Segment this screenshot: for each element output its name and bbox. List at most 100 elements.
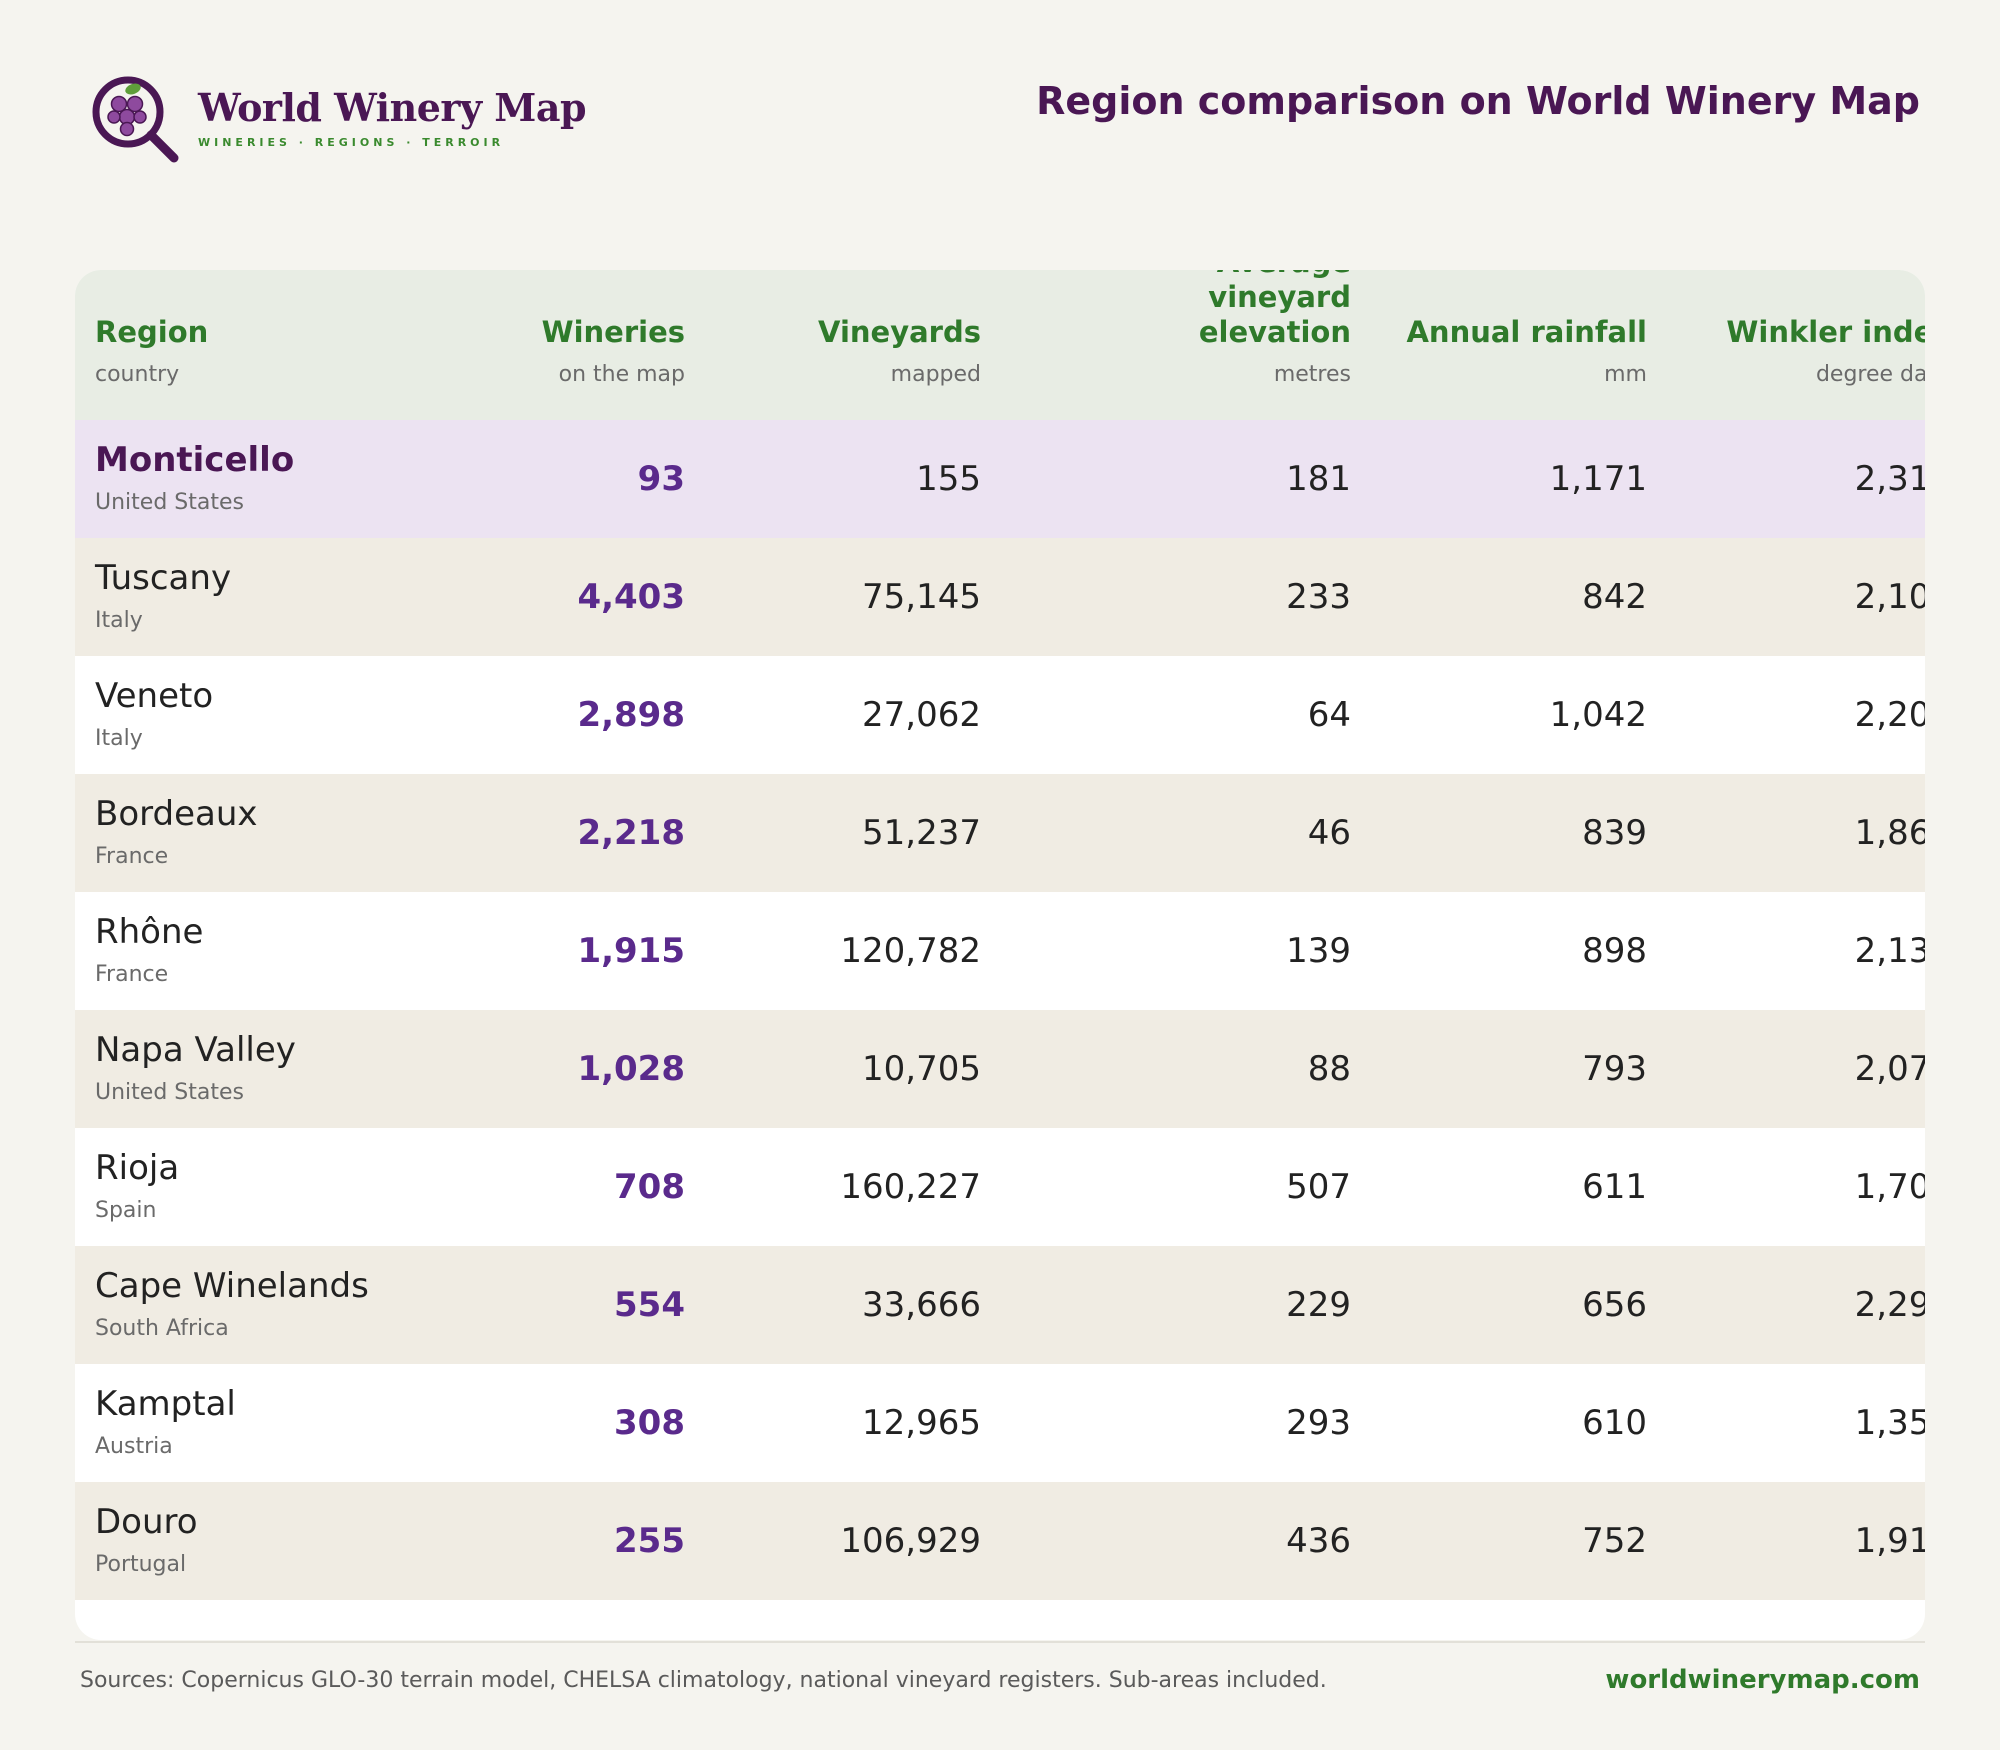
table-row[interactable]: Cape Winelands South Africa 554 33,666 229 65… [75, 1246, 1925, 1364]
elevation-value: 293 [1286, 1403, 1351, 1443]
rainfall-cell: 611 [1351, 1128, 1647, 1246]
column-header-unit: degree days [1815, 362, 1925, 387]
elevation-cell: 64 [981, 656, 1351, 774]
elevation-value: 233 [1286, 577, 1351, 617]
rainfall-cell: 1,171 [1351, 420, 1647, 538]
column-header-label: Winkler index [1726, 315, 1925, 349]
rainfall-value: 752 [1582, 1521, 1647, 1561]
wineries-value: 2,898 [577, 695, 685, 735]
table-row[interactable]: Bordeaux France 2,218 51,237 46 839 1,861 [75, 774, 1925, 892]
brand-tagline: WINERIES · REGIONS · TERROIR [198, 135, 505, 149]
elevation-value: 436 [1286, 1521, 1351, 1561]
region-country: Italy [95, 608, 143, 633]
wineries-cell: 308 [475, 1364, 685, 1482]
elevation-cell: 507 [981, 1128, 1351, 1246]
elevation-cell: 233 [981, 538, 1351, 656]
region-country: South Africa [95, 1316, 229, 1341]
region-cell: Kamptal Austria [95, 1364, 475, 1482]
region-name: Veneto [95, 676, 214, 716]
rainfall-cell: 839 [1351, 774, 1647, 892]
winkler-cell: 1,918 [1647, 1482, 1925, 1600]
region-cell: Rhône France [95, 892, 475, 1010]
rainfall-cell: 793 [1351, 1010, 1647, 1128]
wineries-cell: 554 [475, 1246, 685, 1364]
wineries-cell: 2,898 [475, 656, 685, 774]
wineries-cell: 255 [475, 1482, 685, 1600]
wineries-value: 554 [614, 1285, 685, 1325]
table-row[interactable]: Napa Valley United States 1,028 10,705 88 793… [75, 1010, 1925, 1128]
table-row[interactable]: Douro Portugal 255 106,929 436 752 1,918 [75, 1482, 1925, 1600]
elevation-value: 46 [1307, 813, 1351, 853]
vineyards-value: 160,227 [840, 1167, 981, 1207]
winkler-value: 1,918 [1854, 1521, 1925, 1561]
brand-logo[interactable]: World Winery Map WINERIES · REGIONS · TE… [88, 72, 587, 164]
column-header-elevation: Average vineyard elevation metres [981, 270, 1351, 420]
winkler-cell: 1,708 [1647, 1128, 1925, 1246]
wineries-value: 1,028 [577, 1049, 685, 1089]
region-name: Cape Winelands [95, 1266, 369, 1306]
wineries-value: 93 [637, 459, 685, 499]
wineries-value: 708 [614, 1167, 685, 1207]
rainfall-value: 656 [1582, 1285, 1647, 1325]
winkler-cell: 2,076 [1647, 1010, 1925, 1128]
column-header-wineries: Wineries on the map [475, 270, 685, 420]
grape-magnifier-icon [92, 76, 179, 163]
column-header-region: Region country [95, 270, 475, 420]
region-name: Napa Valley [95, 1030, 296, 1070]
table-header: Region country Wineries on the map Viney… [75, 270, 1925, 420]
table-row[interactable]: Rhône France 1,915 120,782 139 898 2,131 [75, 892, 1925, 1010]
vineyards-cell: 120,782 [685, 892, 981, 1010]
vineyards-cell: 75,145 [685, 538, 981, 656]
winkler-cell: 2,299 [1647, 1246, 1925, 1364]
wineries-value: 255 [614, 1521, 685, 1561]
region-country: Portugal [95, 1552, 187, 1577]
table-row[interactable]: Rioja Spain 708 160,227 507 611 1,708 [75, 1128, 1925, 1246]
rainfall-cell: 610 [1351, 1364, 1647, 1482]
wineries-value: 308 [614, 1403, 685, 1443]
winkler-value: 2,076 [1854, 1049, 1925, 1089]
rainfall-cell: 1,042 [1351, 656, 1647, 774]
wineries-value: 4,403 [577, 577, 685, 617]
rainfall-value: 610 [1582, 1403, 1647, 1443]
vineyards-value: 75,145 [862, 577, 981, 617]
winkler-value: 2,131 [1854, 931, 1925, 971]
rainfall-value: 1,042 [1549, 695, 1647, 735]
region-name: Kamptal [95, 1384, 236, 1424]
region-name: Monticello [95, 440, 295, 480]
region-cell: Tuscany Italy [95, 538, 475, 656]
rainfall-value: 842 [1582, 577, 1647, 617]
wineries-cell: 708 [475, 1128, 685, 1246]
winkler-value: 1,358 [1854, 1403, 1925, 1443]
wineries-cell: 1,028 [475, 1010, 685, 1128]
elevation-cell: 181 [981, 420, 1351, 538]
wineries-cell: 1,915 [475, 892, 685, 1010]
table-row[interactable]: Tuscany Italy 4,403 75,145 233 842 2,109 [75, 538, 1925, 656]
region-name: Tuscany [95, 558, 232, 598]
elevation-value: 229 [1286, 1285, 1351, 1325]
table-row[interactable]: Monticello United States 93 155 181 1,171 2,31… [75, 420, 1925, 538]
column-header-label: Region [95, 315, 209, 349]
page-title: Region comparison on World Winery Map [1036, 79, 1920, 123]
wineries-cell: 4,403 [475, 538, 685, 656]
table-row[interactable]: Veneto Italy 2,898 27,062 64 1,042 2,200 [75, 656, 1925, 774]
region-cell: Rioja Spain [95, 1128, 475, 1246]
vineyards-cell: 10,705 [685, 1010, 981, 1128]
column-header-label: Annual rainfall [1406, 315, 1647, 349]
table-row[interactable]: Kamptal Austria 308 12,965 293 610 1,358 [75, 1364, 1925, 1482]
rainfall-cell: 656 [1351, 1246, 1647, 1364]
column-header-rainfall: Annual rainfall mm [1351, 270, 1647, 420]
site-link[interactable]: worldwinerymap.com [1605, 1665, 1920, 1695]
vineyards-value: 155 [916, 459, 981, 499]
wineries-cell: 93 [475, 420, 685, 538]
region-cell: Monticello United States [95, 420, 475, 538]
column-header-unit: on the map [558, 362, 685, 387]
vineyards-cell: 106,929 [685, 1482, 981, 1600]
winkler-value: 2,299 [1854, 1285, 1925, 1325]
winkler-cell: 2,200 [1647, 656, 1925, 774]
rainfall-cell: 752 [1351, 1482, 1647, 1600]
region-country: United States [95, 490, 244, 515]
vineyards-value: 120,782 [840, 931, 981, 971]
winkler-cell: 2,109 [1647, 538, 1925, 656]
wineries-cell: 2,218 [475, 774, 685, 892]
elevation-value: 507 [1286, 1167, 1351, 1207]
